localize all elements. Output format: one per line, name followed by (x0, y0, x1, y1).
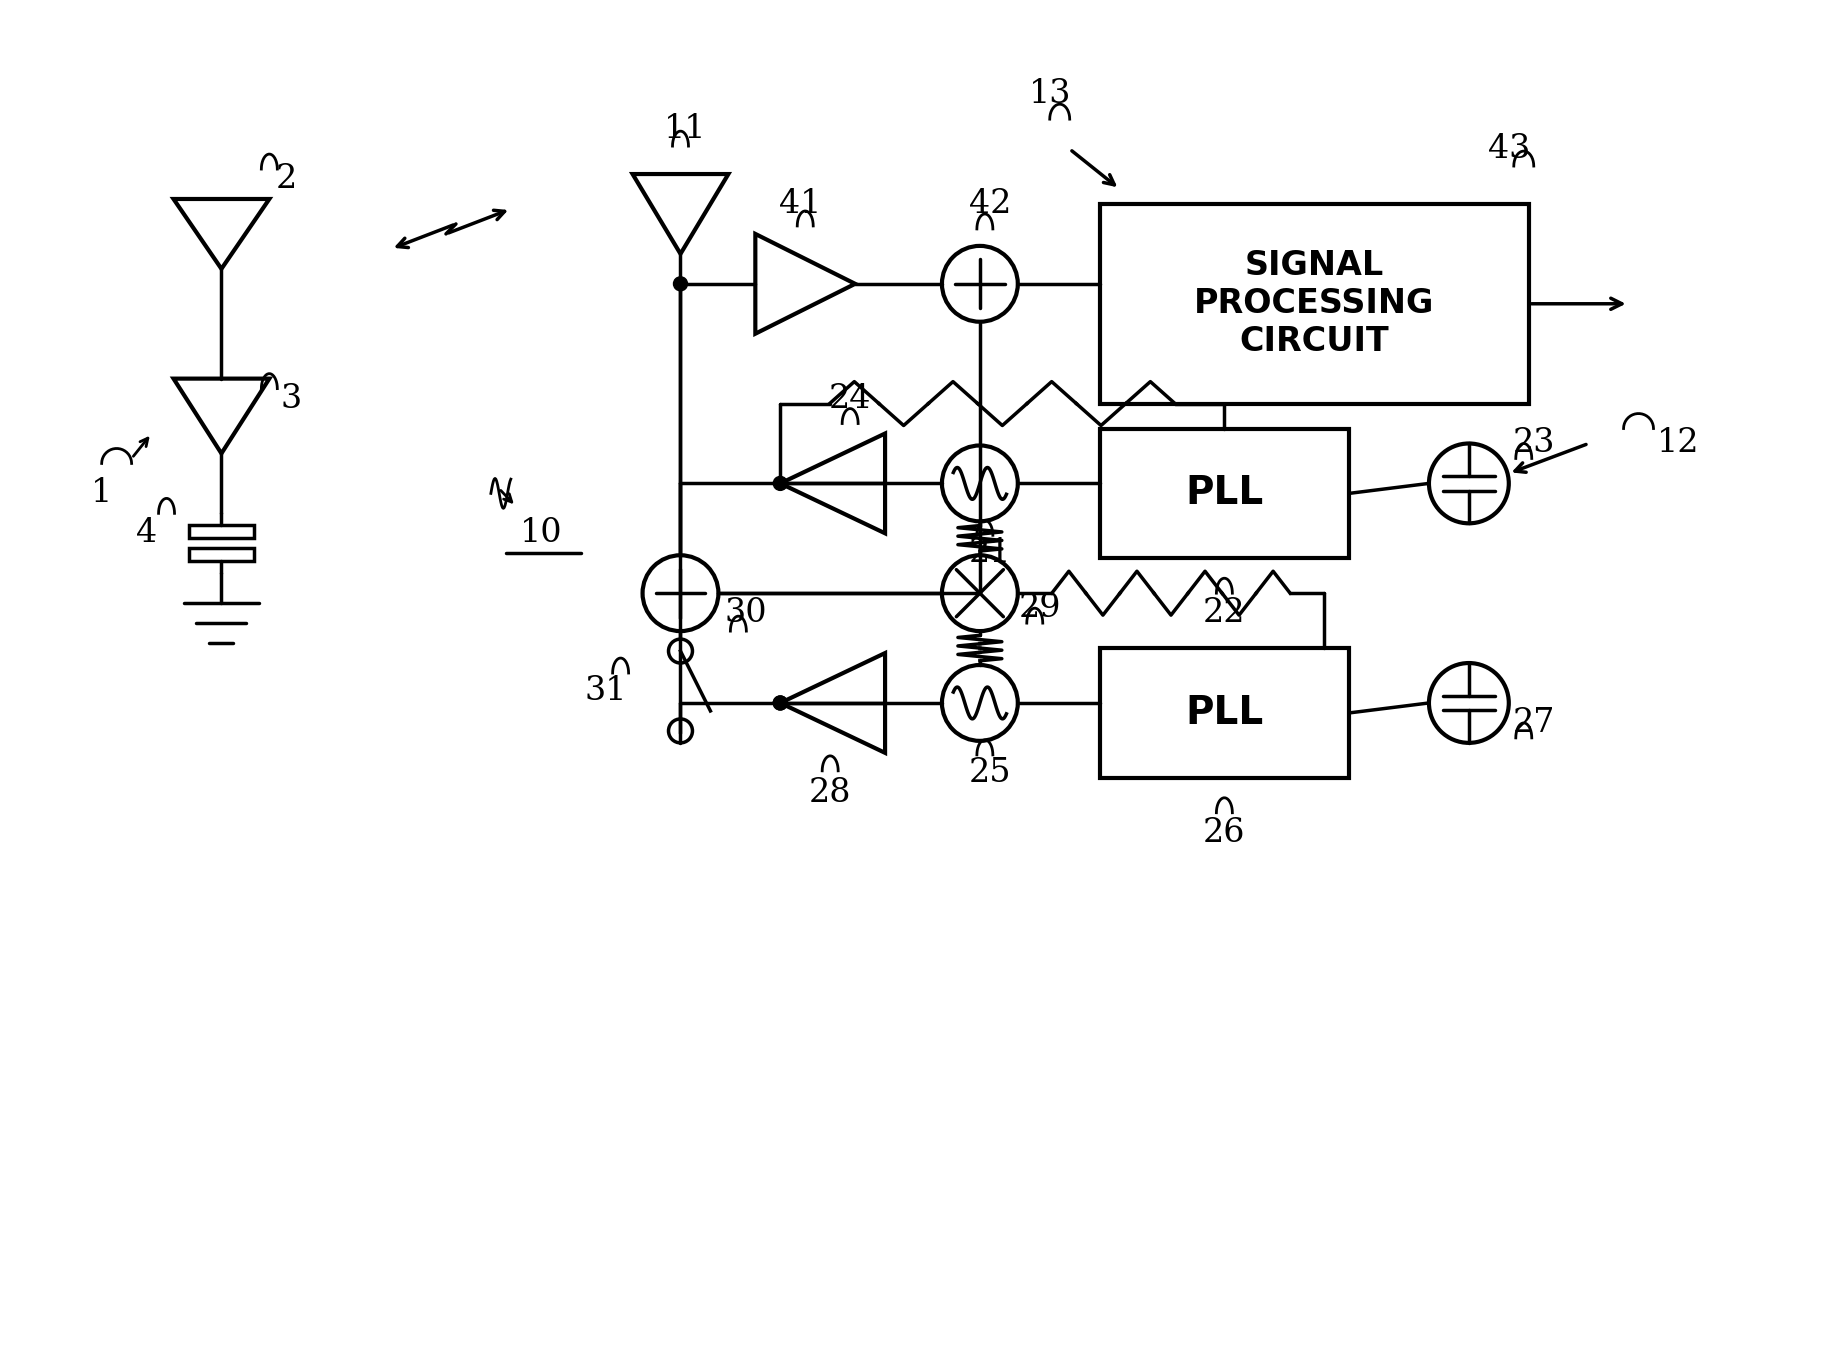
Text: 30: 30 (725, 597, 767, 630)
Text: 3: 3 (281, 383, 302, 414)
Circle shape (673, 277, 688, 290)
Text: PLL: PLL (1184, 474, 1263, 512)
Text: 2: 2 (276, 164, 296, 195)
Text: 25: 25 (967, 756, 1011, 789)
Bar (1100, 204, 1528, 403)
Circle shape (1429, 443, 1508, 523)
Bar (1100, 428, 1348, 559)
Text: 41: 41 (778, 188, 820, 219)
Text: 24: 24 (829, 383, 872, 414)
Text: 28: 28 (809, 777, 851, 808)
Text: 22: 22 (1203, 597, 1245, 630)
Text: 11: 11 (664, 113, 706, 144)
Text: SIGNAL
PROCESSING
CIRCUIT: SIGNAL PROCESSING CIRCUIT (1194, 249, 1434, 358)
Text: 13: 13 (1028, 78, 1070, 110)
Text: PLL: PLL (1184, 694, 1263, 732)
Text: 23: 23 (1512, 428, 1554, 459)
Text: 4: 4 (136, 518, 156, 549)
Circle shape (772, 477, 787, 491)
Text: 43: 43 (1486, 134, 1530, 165)
Bar (189, 525, 254, 538)
Text: 26: 26 (1203, 816, 1245, 849)
Text: 10: 10 (519, 518, 561, 549)
Text: 1: 1 (90, 477, 112, 510)
Text: 42: 42 (967, 188, 1010, 219)
Circle shape (772, 696, 787, 710)
Text: 27: 27 (1512, 707, 1554, 739)
Bar (1100, 647, 1348, 778)
Text: 21: 21 (967, 537, 1011, 570)
Text: 31: 31 (585, 675, 627, 707)
Text: 12: 12 (1657, 428, 1699, 459)
Text: 29: 29 (1019, 592, 1061, 624)
Circle shape (772, 696, 787, 710)
Circle shape (1429, 662, 1508, 743)
Bar (189, 548, 254, 562)
